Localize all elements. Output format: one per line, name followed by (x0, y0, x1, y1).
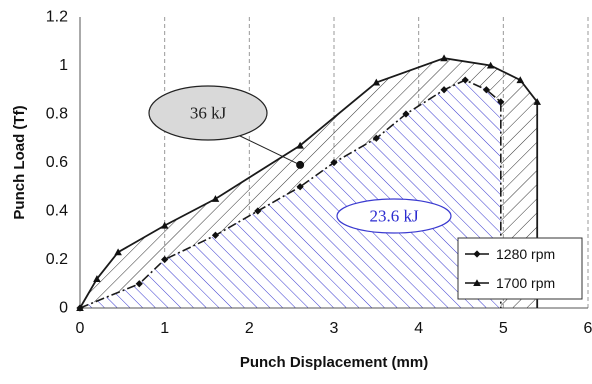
x-axis-title: Punch Displacement (mm) (240, 354, 428, 371)
point-1280-rpm-5 (296, 183, 304, 191)
point-1700-rpm-3 (160, 221, 169, 229)
y-axis-title: Punch Load (Tf) (11, 105, 28, 219)
legend-marker-triangle (473, 279, 481, 287)
line-layer (79, 57, 539, 309)
x-tick-label-2: 2 (245, 320, 254, 337)
point-1280-rpm-3 (211, 231, 220, 239)
legend: 1280 rpm 1700 rpm (457, 237, 583, 300)
x-tick-label-6: 6 (584, 320, 592, 337)
point-1700-rpm-0 (76, 304, 84, 312)
point-1700-rpm-2 (114, 248, 122, 256)
x-tick-label-3: 3 (330, 320, 339, 337)
annotation-23-6kj-bubble (336, 198, 452, 234)
point-1280-rpm-10 (461, 76, 469, 84)
annotation-36kj-leader (237, 134, 301, 166)
point-1280-rpm-6 (330, 158, 338, 167)
point-1700-rpm-1 (93, 275, 101, 282)
annotation-36kj-text: 36 kJ (190, 104, 227, 123)
point-1700-rpm-7 (440, 54, 448, 62)
y-tick-label-5: 1 (59, 57, 68, 74)
x-tick-label-4: 4 (414, 320, 423, 337)
annotation-23-6kj-text: 23.6 kJ (369, 207, 419, 226)
legend-item-1280-rpm: 1280 rpm (465, 246, 555, 262)
y-tick-label-0: 0 (59, 300, 68, 317)
y-tick-label-1: 0.2 (46, 251, 68, 268)
series-line-1280-rpm (79, 79, 502, 309)
y-tick-label-2: 0.4 (46, 203, 68, 220)
area-1280-rpm (80, 80, 501, 308)
point-1280-rpm-4 (254, 207, 262, 215)
x-tick-label-0: 0 (76, 320, 85, 337)
y-tick-label-4: 0.8 (46, 106, 68, 123)
point-1280-rpm-9 (440, 86, 448, 94)
legend-marker-diamond (473, 250, 481, 258)
y-tick-label-3: 0.6 (46, 154, 68, 171)
annotation-36kj-anchor-dot (296, 160, 305, 169)
series-line-1700-rpm (79, 57, 539, 309)
legend-label-1700-rpm: 1700 rpm (496, 275, 555, 291)
marker-layer (76, 54, 541, 312)
point-1700-rpm-6 (372, 78, 381, 86)
legend-label-1280-rpm: 1280 rpm (496, 246, 555, 262)
point-1280-rpm-8 (402, 110, 410, 118)
point-1280-rpm-2 (161, 255, 169, 264)
annotation-36kj-bubble (148, 85, 268, 141)
point-1280-rpm-11 (482, 86, 490, 94)
point-1280-rpm-7 (372, 134, 380, 142)
axis-layer (79, 17, 588, 309)
point-1700-rpm-10 (533, 98, 541, 105)
legend-box (457, 237, 583, 300)
point-1700-rpm-9 (516, 76, 525, 84)
x-tick-label-5: 5 (499, 320, 508, 337)
annotation-layer: 36 kJ 23.6 kJ (148, 85, 452, 234)
point-1280-rpm-1 (135, 280, 143, 288)
point-1700-rpm-4 (211, 195, 220, 202)
y-tick-label-6: 1.2 (46, 9, 68, 26)
legend-item-1700-rpm: 1700 rpm (465, 275, 555, 291)
tick-label-layer: 0 0.2 0.4 0.6 0.8 1 1.2 0 1 2 3 4 5 6 (46, 9, 592, 338)
point-1700-rpm-5 (296, 141, 304, 149)
point-1280-rpm-12 (497, 98, 505, 106)
point-1700-rpm-8 (486, 61, 495, 69)
x-tick-label-1: 1 (160, 320, 169, 337)
